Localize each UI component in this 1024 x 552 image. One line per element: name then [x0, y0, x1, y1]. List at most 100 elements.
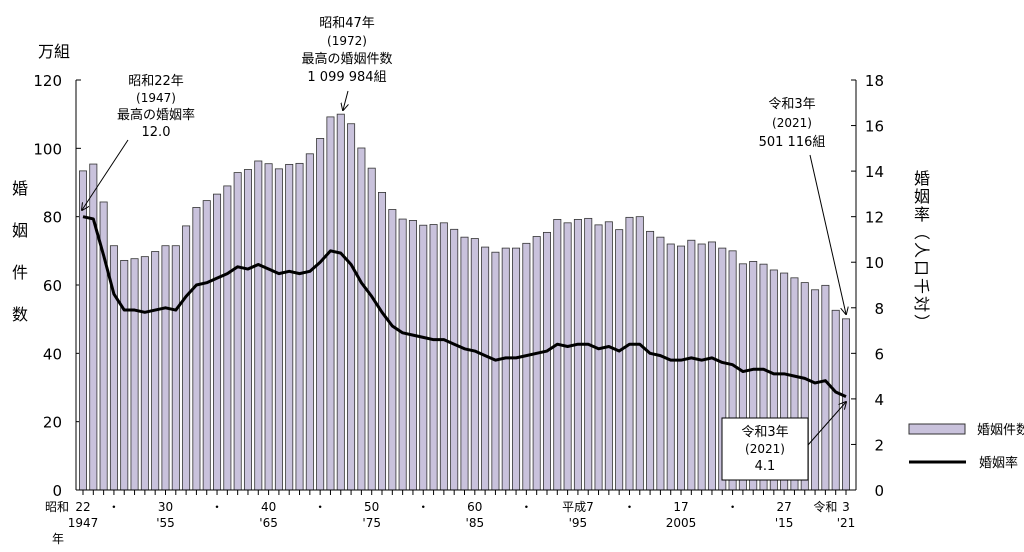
x-tick-label: ・ [211, 500, 223, 514]
left-tick-label: 120 [33, 72, 62, 90]
x-tick-label: 40 [261, 500, 276, 514]
right-axis-title-char: 人 [912, 242, 931, 258]
bar-1951 [120, 259, 129, 491]
right-tick-label: 6 [874, 345, 884, 363]
bar-1967 [285, 163, 294, 491]
line-series [82, 215, 847, 398]
bar-2006 [687, 239, 696, 491]
max-rate-annotation: 12.0 [142, 125, 171, 140]
bar-2000 [625, 216, 634, 491]
bar-1948 [89, 163, 98, 491]
bar-1991 [532, 236, 541, 491]
x-tick-label: ・ [623, 500, 635, 514]
bar-1994 [563, 222, 572, 491]
x-tick-year-label: '95 [569, 516, 588, 530]
bar-1960 [213, 193, 222, 491]
max-rate-arrow [82, 139, 129, 210]
x-tick-label: 60 [467, 500, 482, 514]
bar-1955 [161, 245, 170, 491]
left-unit-label: 万組 [38, 42, 70, 61]
x-tick-year-label: '21 [837, 516, 856, 530]
bar-2002 [646, 230, 655, 491]
bar-1984 [460, 236, 469, 491]
right-tick-label: 10 [865, 254, 884, 272]
bar-1978 [398, 218, 407, 491]
bar-1965 [264, 163, 273, 491]
bar-1985 [470, 238, 479, 491]
x-tick-label: 22 [75, 500, 90, 514]
bar-2007 [697, 243, 706, 491]
bar-1993 [553, 218, 562, 491]
left-axis: 0 20 40 60 80 100 120 婚姻件数 [12, 72, 81, 500]
max-count-arrow [343, 90, 348, 110]
bar-2003 [656, 236, 665, 491]
max-count-annotation: 1 099 984組 [307, 70, 386, 85]
x-tick-label: 令和 [813, 499, 837, 514]
bar-1952 [130, 258, 139, 491]
max-rate-annotation: 昭和22年 [128, 74, 184, 89]
bar-2005 [677, 245, 686, 491]
bar-2004 [666, 243, 675, 491]
bar-1997 [594, 224, 603, 491]
left-tick-label: 60 [43, 277, 62, 295]
latest-rate-annotation: 令和3年 [741, 425, 788, 440]
right-axis-title-char: 率 [914, 205, 930, 224]
latest-rate-annotation: (2021) [745, 442, 785, 456]
era-label: 昭和 [45, 500, 69, 514]
x-tick-label: ・ [417, 500, 429, 514]
bar-1957 [182, 225, 191, 491]
bar-1970 [316, 138, 325, 491]
x-tick-label: 17 [673, 500, 688, 514]
left-tick-label: 40 [43, 345, 62, 363]
left-axis-title-char: 婚 [12, 179, 28, 198]
rate-line [82, 215, 847, 398]
bar-1961 [223, 185, 232, 491]
x-tick-year-label: 2005 [666, 516, 697, 530]
latest-rate-box [721, 417, 809, 481]
right-tick-label: 2 [874, 436, 884, 454]
right-tick-label: 16 [865, 118, 884, 136]
bar-1999 [615, 229, 624, 491]
left-axis-title-char: 姻 [12, 221, 28, 240]
bar-1964 [254, 160, 263, 491]
x-tick-label: 平成7 [562, 500, 594, 514]
bar-2018 [811, 289, 820, 491]
bar-1963 [243, 169, 252, 491]
bar-2020 [831, 309, 840, 491]
legend-bar-swatch [908, 423, 966, 435]
right-tick-label: 18 [865, 72, 884, 90]
latest-count-annotation: 令和3年 [768, 97, 815, 112]
bar-1954 [151, 251, 160, 491]
bar-1959 [202, 200, 211, 491]
bar-1966 [274, 168, 283, 491]
legend-bar-label: 婚姻件数 [977, 423, 1024, 438]
right-axis-title-char: 口 [912, 260, 931, 276]
bar-1968 [295, 162, 304, 491]
bar-1983 [450, 228, 459, 491]
bar-series [76, 113, 856, 491]
right-tick-label: 0 [874, 482, 884, 500]
annotations: 昭和22年 (1947) 最高の婚姻率 12.0 昭和47年 (1972) 最高の婚姻件数 1… [82, 16, 846, 481]
bar-1998 [604, 221, 613, 491]
latest-count-annotation: 501 116組 [759, 135, 826, 150]
x-tick-label: 50 [364, 500, 379, 514]
x-tick-label: ・ [520, 500, 532, 514]
x-axis: 昭和年 22 ・ 30 ・ 40 ・ 50 ・ 60 ・ 平成7 ・ 17 ・ 27 令和 3 1947 '55 '65… [45, 490, 855, 546]
year-label: 年 [52, 532, 64, 546]
max-rate-annotation: 最高の婚姻率 [117, 107, 195, 123]
right-axis-title-char: ） [912, 314, 931, 330]
x-tick-year-label: 1947 [68, 516, 99, 530]
max-count-annotation: 昭和47年 [319, 16, 375, 31]
x-tick-label: ・ [108, 500, 120, 514]
left-tick-label: 100 [33, 140, 62, 158]
bar-1979 [408, 220, 417, 491]
left-axis-title-char: 件 [12, 263, 28, 282]
bar-1975 [367, 167, 376, 491]
x-tick-label: 27 [776, 500, 791, 514]
right-axis-title-char: 姻 [914, 187, 930, 206]
bar-1989 [512, 247, 521, 491]
bar-2001 [635, 216, 644, 491]
bar-1976 [378, 192, 387, 491]
